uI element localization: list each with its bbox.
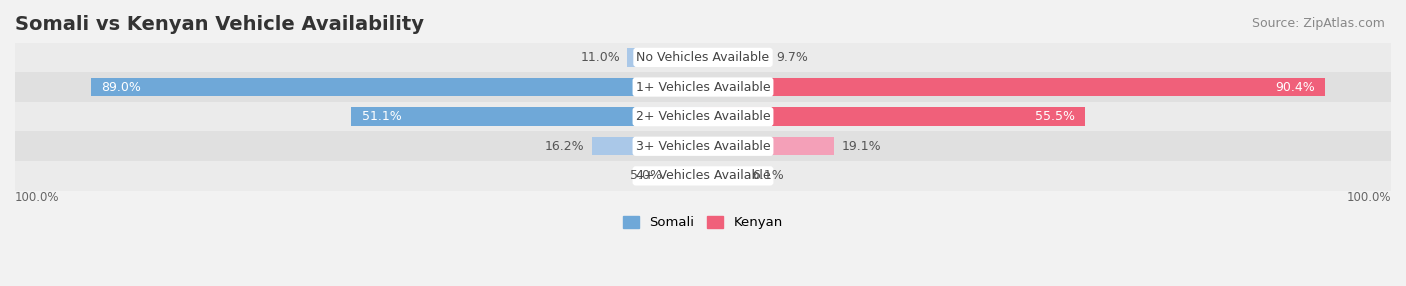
Text: Source: ZipAtlas.com: Source: ZipAtlas.com: [1251, 17, 1385, 30]
Text: 6.1%: 6.1%: [752, 169, 783, 182]
Bar: [15, 43, 1391, 72]
Bar: [703, 108, 1085, 126]
Bar: [15, 72, 1391, 102]
Bar: [627, 48, 703, 67]
Bar: [703, 78, 1324, 96]
Text: 9.7%: 9.7%: [776, 51, 808, 64]
Bar: [15, 102, 1391, 132]
Bar: [352, 108, 703, 126]
Text: 3+ Vehicles Available: 3+ Vehicles Available: [636, 140, 770, 153]
Text: 89.0%: 89.0%: [101, 81, 141, 94]
Text: 51.1%: 51.1%: [361, 110, 402, 123]
Bar: [703, 167, 745, 185]
Bar: [15, 132, 1391, 161]
Text: 55.5%: 55.5%: [1035, 110, 1074, 123]
Bar: [90, 78, 703, 96]
Bar: [703, 137, 834, 156]
Text: 90.4%: 90.4%: [1275, 81, 1315, 94]
Text: 100.0%: 100.0%: [1347, 191, 1391, 204]
Bar: [669, 167, 703, 185]
Bar: [15, 161, 1391, 191]
Text: 19.1%: 19.1%: [841, 140, 882, 153]
Text: 100.0%: 100.0%: [15, 191, 59, 204]
Bar: [703, 48, 769, 67]
Text: 16.2%: 16.2%: [546, 140, 585, 153]
Text: 1+ Vehicles Available: 1+ Vehicles Available: [636, 81, 770, 94]
Bar: [592, 137, 703, 156]
Text: 11.0%: 11.0%: [581, 51, 620, 64]
Text: 2+ Vehicles Available: 2+ Vehicles Available: [636, 110, 770, 123]
Text: Somali vs Kenyan Vehicle Availability: Somali vs Kenyan Vehicle Availability: [15, 15, 425, 34]
Text: 5.0%: 5.0%: [630, 169, 662, 182]
Legend: Somali, Kenyan: Somali, Kenyan: [617, 210, 789, 235]
Text: 4+ Vehicles Available: 4+ Vehicles Available: [636, 169, 770, 182]
Text: No Vehicles Available: No Vehicles Available: [637, 51, 769, 64]
